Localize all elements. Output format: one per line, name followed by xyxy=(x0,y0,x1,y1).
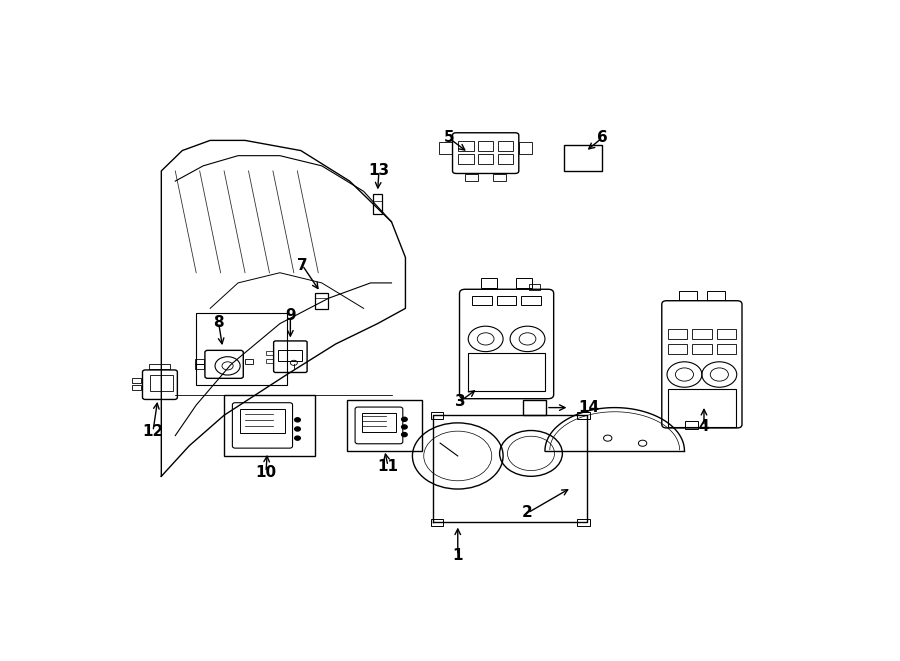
Bar xyxy=(362,413,396,432)
Bar xyxy=(680,291,697,300)
Bar xyxy=(245,360,253,364)
Bar xyxy=(465,175,478,180)
Text: 12: 12 xyxy=(142,424,164,439)
Bar xyxy=(577,519,590,525)
Bar xyxy=(430,519,443,525)
Text: 13: 13 xyxy=(368,163,390,178)
Bar xyxy=(493,175,506,180)
Bar xyxy=(668,389,736,427)
Bar xyxy=(224,395,315,456)
Bar xyxy=(132,378,141,383)
Bar xyxy=(564,145,602,171)
Bar xyxy=(458,154,473,165)
Bar xyxy=(478,141,493,151)
Text: 14: 14 xyxy=(579,400,599,415)
Bar xyxy=(497,296,517,305)
Bar xyxy=(196,313,287,385)
Bar xyxy=(149,364,170,369)
Bar xyxy=(266,350,273,355)
Bar xyxy=(668,329,688,339)
Bar xyxy=(517,278,532,288)
Bar xyxy=(347,400,422,451)
Circle shape xyxy=(294,427,301,431)
Bar xyxy=(523,401,546,414)
Text: 1: 1 xyxy=(453,548,463,563)
Text: 10: 10 xyxy=(256,465,276,480)
Bar xyxy=(430,412,443,419)
Bar xyxy=(240,409,284,434)
Bar xyxy=(519,142,532,153)
Bar xyxy=(468,353,545,391)
Bar xyxy=(439,142,452,153)
Text: 4: 4 xyxy=(698,419,709,434)
Text: 3: 3 xyxy=(454,394,465,409)
Bar xyxy=(668,344,688,354)
Bar xyxy=(692,344,712,354)
Bar xyxy=(316,293,328,309)
Text: 2: 2 xyxy=(522,506,533,520)
Circle shape xyxy=(294,418,301,422)
Circle shape xyxy=(401,417,407,421)
Bar xyxy=(150,375,173,391)
Bar xyxy=(472,296,492,305)
Bar xyxy=(521,296,541,305)
Bar xyxy=(577,412,590,419)
Bar xyxy=(692,329,712,339)
Bar xyxy=(529,284,540,290)
Text: 9: 9 xyxy=(285,309,296,323)
Text: 8: 8 xyxy=(213,315,224,330)
Bar xyxy=(482,278,497,288)
Bar xyxy=(716,329,736,339)
Circle shape xyxy=(401,432,407,437)
Bar xyxy=(266,359,273,363)
Bar xyxy=(478,154,493,165)
Text: 11: 11 xyxy=(377,459,399,474)
Bar xyxy=(373,194,382,214)
Bar xyxy=(132,385,141,390)
Circle shape xyxy=(401,425,407,429)
Text: 7: 7 xyxy=(297,258,308,272)
Bar xyxy=(195,360,203,364)
Bar xyxy=(278,350,302,361)
Text: 5: 5 xyxy=(444,130,454,145)
Bar xyxy=(195,364,203,369)
Bar xyxy=(707,291,724,300)
Bar xyxy=(685,421,698,429)
Bar xyxy=(716,344,736,354)
Circle shape xyxy=(294,436,301,440)
Bar xyxy=(498,141,513,151)
Text: 6: 6 xyxy=(597,130,608,145)
Bar xyxy=(458,141,473,151)
Bar xyxy=(498,154,513,165)
